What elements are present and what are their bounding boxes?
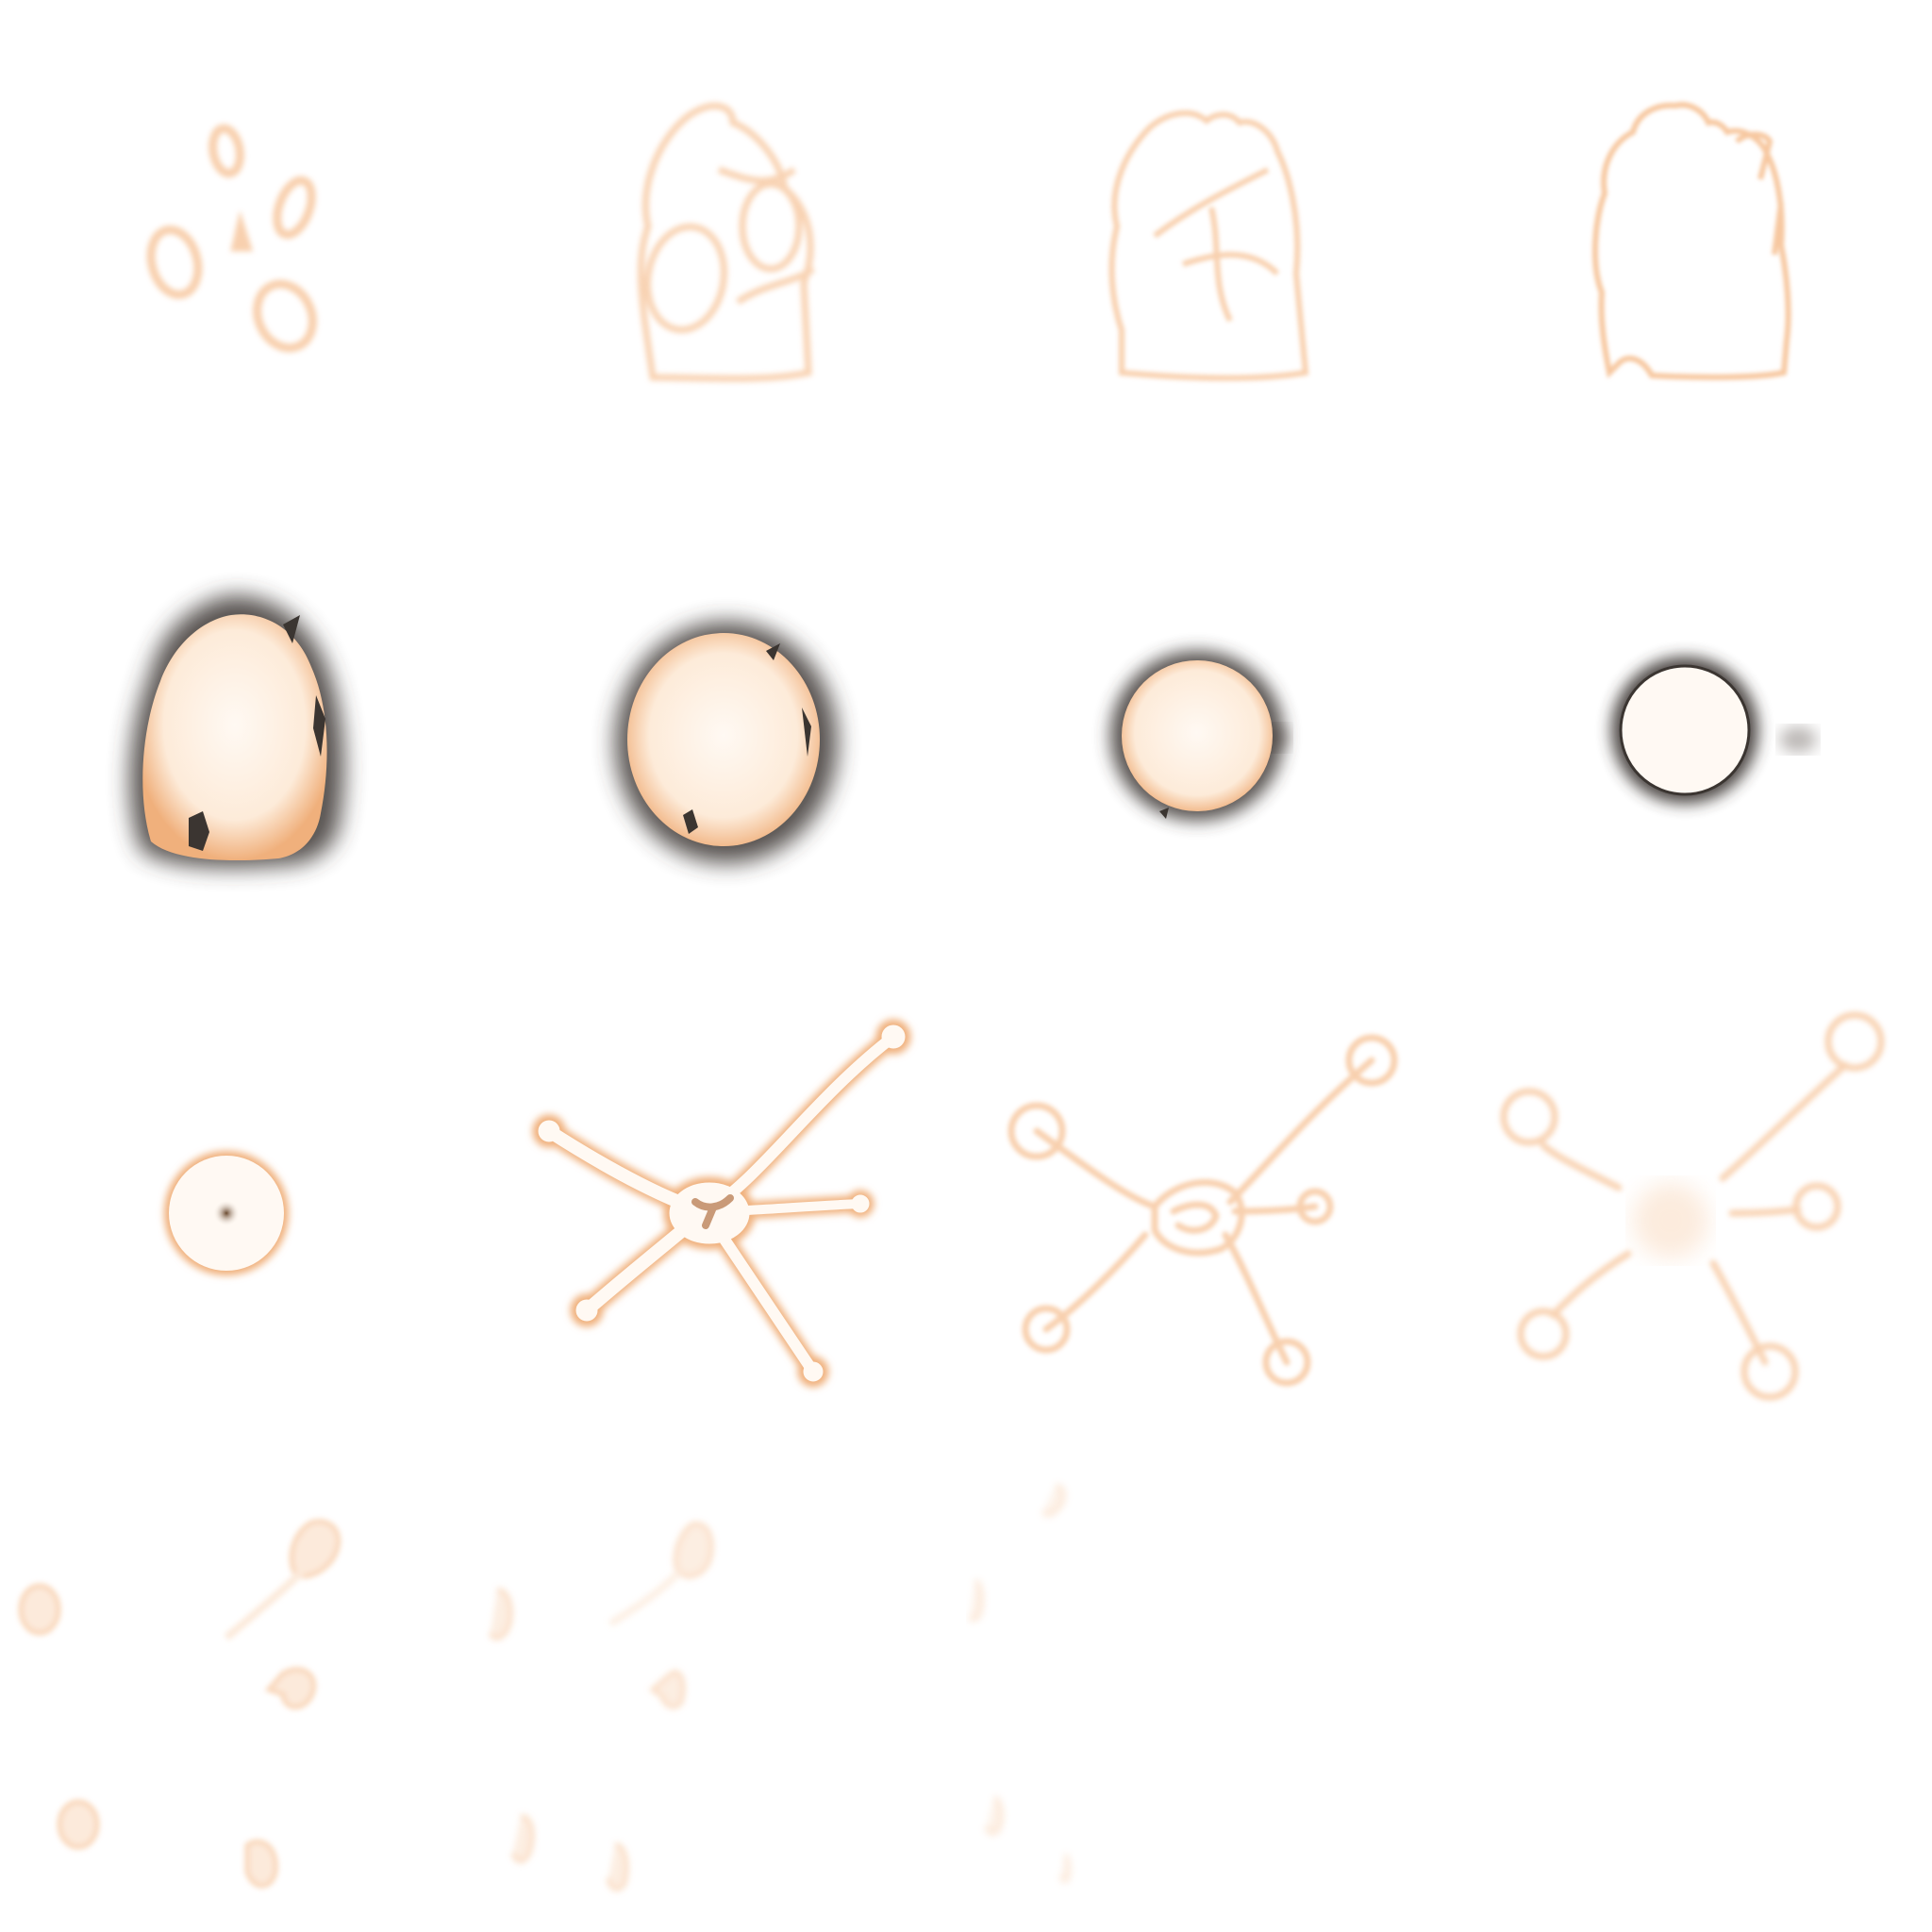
frame-2-silhouette-forming [483, 0, 966, 483]
frame-8-burning-orb [1449, 483, 1932, 966]
frame-14-dissipating-bubbles [483, 1449, 966, 1932]
frame-15-dissipating-bubbles [966, 1449, 1449, 1932]
frame-7-burning-orb [966, 483, 1449, 966]
frame-11-star-burst-fading [966, 966, 1449, 1449]
frame-5-burning-orb [0, 483, 483, 966]
frame-12-star-burst-fading [1449, 966, 1932, 1449]
frame-16-empty [1449, 1449, 1932, 1932]
frame-3-silhouette-forming [966, 0, 1449, 483]
frame-10-star-burst [483, 966, 966, 1449]
frame-4-silhouette-outline [1449, 0, 1932, 483]
frame-9-bright-core [0, 966, 483, 1449]
frame-13-dissipating-bubbles [0, 1449, 483, 1932]
frame-6-burning-orb [483, 483, 966, 966]
frame-1-gathering-rings [0, 0, 483, 483]
